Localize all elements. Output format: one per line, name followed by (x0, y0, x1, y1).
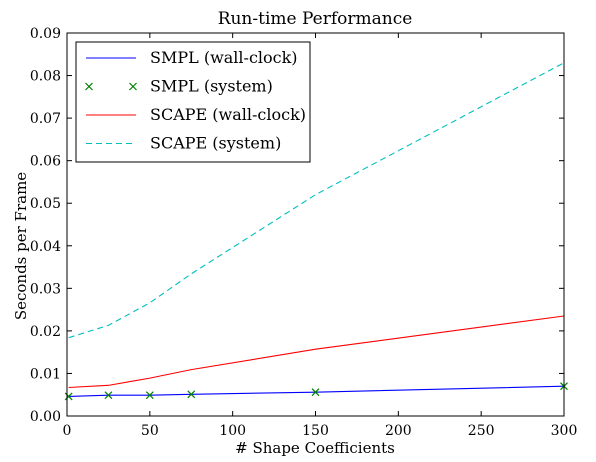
legend: SMPL (wall-clock) SMPL (system) SCAPE (wal… (75, 41, 311, 163)
y-tick-label: 0.06 (30, 154, 61, 170)
legend-swatch-smpl-system (85, 82, 93, 91)
y-tick-label: 0.09 (30, 26, 61, 42)
y-tick-label: 0.04 (30, 239, 61, 255)
smpl-system-point (104, 391, 113, 400)
y-tick-label: 0.03 (30, 281, 61, 297)
x-tick-label: 50 (141, 423, 159, 439)
y-tick-label: 0.05 (30, 196, 61, 212)
scape-wall-clock-line (68, 315, 565, 389)
x-tick-label: 150 (302, 423, 329, 439)
y-axis-title: Seconds per Frame (12, 172, 30, 320)
smpl-system-point (187, 390, 196, 399)
legend-swatch-smpl-system (129, 82, 137, 91)
y-tick-label: 0.08 (30, 69, 61, 85)
legend-box (75, 41, 311, 163)
x-tick-label: 100 (219, 423, 246, 439)
scape-system-line (68, 62, 565, 339)
ticks-layer: 0 50 100 150 200 250 300 0.00 0.01 0.02 0.03 0.04 0.… (30, 26, 578, 439)
y-tick-label: 0.07 (30, 111, 61, 127)
plot-area-frame (66, 32, 565, 417)
smpl-system-point (145, 391, 154, 400)
smpl-system-point (64, 392, 73, 401)
y-tick-label: 0.00 (30, 409, 61, 425)
chart-title: Run-time Performance (218, 9, 413, 29)
y-tick-label: 0.01 (30, 366, 61, 382)
x-tick-label: 300 (551, 423, 578, 439)
legend-label-scape-wall-clock: SCAPE (wall-clock) (150, 105, 306, 124)
legend-label-smpl-system: SMPL (system) (150, 77, 273, 96)
x-tick-label: 0 (63, 423, 72, 439)
x-axis-title: # Shape Coefficients (235, 439, 395, 457)
smpl-wall-clock-line (68, 385, 565, 397)
legend-label-scape-system: SCAPE (system) (150, 134, 281, 153)
legend-label-smpl-wall-clock: SMPL (wall-clock) (150, 48, 298, 67)
x-tick-label: 250 (468, 423, 495, 439)
smpl-system-point (311, 388, 320, 397)
x-tick-label: 200 (385, 423, 412, 439)
y-tick-label: 0.02 (30, 324, 61, 340)
